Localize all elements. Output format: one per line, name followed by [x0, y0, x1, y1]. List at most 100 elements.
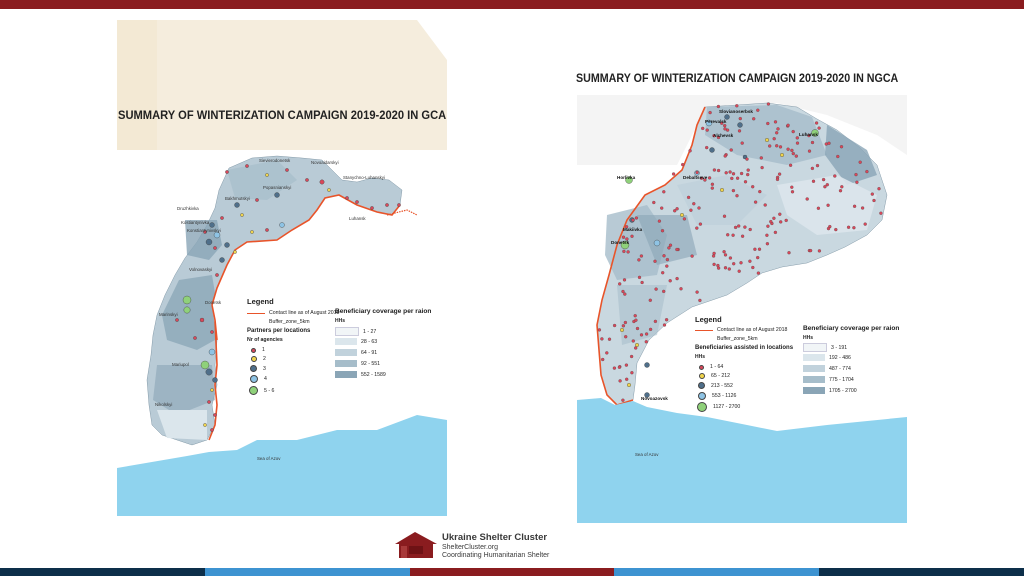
beneficiary-location-dot: [723, 266, 728, 270]
beneficiary-location-dot: [703, 178, 707, 182]
gca-map-canvas: [117, 20, 447, 516]
beneficiary-location-dot: [634, 216, 639, 220]
beneficiary-location-dot: [836, 154, 840, 159]
beneficiary-location-dot: [605, 351, 609, 355]
beneficiary-location-dot: [840, 185, 844, 189]
beneficiary-location-dot: [740, 141, 744, 145]
beneficiary-location-dot: [675, 276, 679, 281]
legend-buffer-zone: Buffer_zone_5km: [717, 336, 758, 342]
beneficiary-location-dot: [758, 189, 762, 194]
org-tagline: Coordinating Humanitarian Shelter: [442, 552, 550, 559]
beneficiary-location-dot: [668, 279, 672, 283]
place-label: Druzhkivka: [177, 206, 199, 211]
beneficiary-location-dot: [795, 136, 799, 140]
bottom-accent-bar: [0, 568, 1024, 576]
beneficiary-location-dot: [624, 225, 629, 229]
gca-map-panel: SUMMARY OF WINTERIZATION CAMPAIGN 2019-2…: [117, 20, 447, 516]
beneficiary-location-dot: [743, 225, 747, 229]
place-label: Alchevsk: [713, 133, 734, 138]
beneficiary-location-dot: [668, 243, 673, 247]
beneficiary-location-dot: [739, 261, 743, 265]
beneficiary-location-dot: [712, 251, 716, 256]
beneficiary-location-dot: [773, 230, 778, 235]
beneficiary-location-dot: [786, 147, 790, 151]
beneficiary-location-dot: [838, 189, 843, 193]
beneficiary-location-dot: [788, 163, 793, 167]
beneficiary-location-dot: [723, 127, 727, 131]
org-website: ShelterCluster.org: [442, 544, 499, 551]
beneficiary-location-dot: [763, 203, 767, 207]
beneficiary-location-dot: [698, 222, 703, 226]
beneficiary-location-dot: [607, 337, 612, 341]
legend-coverage-unit: HHs: [803, 335, 814, 341]
legend-beneficiary-class: 553 - 1126: [698, 392, 736, 400]
beneficiary-location-dot: [826, 226, 831, 231]
beneficiary-location-dot: [625, 377, 629, 381]
beneficiary-location-dot: [735, 176, 740, 180]
beneficiary-location-dot: [634, 318, 638, 322]
place-label: Konstiantynivskyi: [187, 228, 221, 233]
beneficiary-location-dot: [695, 170, 699, 175]
beneficiary-location-dot: [877, 187, 881, 191]
beneficiary-location-dot: [695, 290, 699, 294]
beneficiary-location-dot: [664, 318, 669, 322]
place-label: Perevalsk: [705, 119, 727, 124]
legend-coverage-class: 775 - 1704: [803, 376, 854, 383]
place-label: Luhansk: [799, 132, 818, 137]
place-label: Novoaidarskyi: [311, 160, 339, 165]
beneficiary-location-dot: [729, 148, 733, 152]
beneficiary-location-dot: [872, 198, 876, 203]
beneficiary-location-dot: [852, 226, 856, 230]
beneficiary-location-dot: [858, 160, 862, 164]
place-label: Slovianoserbsk: [719, 109, 753, 114]
beneficiary-location-dot: [726, 233, 730, 237]
beneficiary-location-dot: [712, 168, 717, 172]
beneficiary-location-dot: [682, 217, 687, 221]
beneficiary-location-dot: [667, 246, 671, 250]
beneficiary-location-dot: [807, 133, 811, 138]
beneficiary-location-dot: [731, 172, 736, 176]
beneficiary-location-dot: [657, 219, 662, 223]
beneficiary-location-dot: [623, 292, 627, 296]
beneficiary-location-dot: [644, 332, 649, 336]
beneficiary-location-dot: [728, 256, 733, 260]
legend-contact-line: Contact line as of August 2018: [695, 327, 787, 333]
beneficiary-location-dot: [833, 174, 837, 178]
top-accent-bar: [0, 0, 1024, 9]
beneficiary-location-dot: [621, 398, 625, 402]
beneficiary-location-dot: [640, 280, 644, 285]
beneficiary-location-dot: [737, 269, 741, 273]
place-label: Donetsk: [205, 300, 222, 305]
beneficiary-location-dot: [731, 188, 736, 193]
beneficiary-location-dot: [775, 131, 779, 135]
legend-agency-class: 1: [251, 347, 265, 353]
beneficiary-location-dot: [768, 144, 772, 148]
beneficiary-location-dot: [776, 127, 780, 131]
legend-buffer-zone: Buffer_zone_5km: [269, 319, 310, 325]
beneficiary-location-dot: [618, 379, 622, 383]
beneficiary-location-dot: [765, 242, 770, 246]
beneficiary-location-dot: [824, 142, 828, 146]
beneficiary-location-dot: [716, 168, 721, 173]
beneficiary-location-dot: [708, 110, 712, 115]
beneficiary-location-dot: [834, 227, 838, 232]
beneficiary-location-dot: [633, 314, 637, 318]
beneficiary-location-dot: [860, 206, 865, 210]
beneficiary-location-dot: [631, 339, 635, 343]
beneficiary-location-dot: [863, 222, 867, 226]
place-label: Nikolskyi: [155, 402, 173, 407]
beneficiary-location-dot: [772, 137, 776, 141]
legend-agency-class: 5 - 6: [249, 386, 274, 395]
legend-agency-class: 2: [251, 356, 266, 362]
legend-coverage-class: 192 - 486: [803, 354, 851, 361]
beneficiary-location-dot: [688, 149, 692, 153]
beneficiary-location-dot: [634, 346, 638, 350]
beneficiary-location-dot: [653, 319, 658, 324]
beneficiary-location-dot: [612, 323, 617, 328]
beneficiary-location-dot: [623, 320, 628, 325]
beneficiary-location-dot: [637, 258, 641, 262]
beneficiary-location-dot: [621, 324, 626, 328]
beneficiary-location-dot: [772, 216, 776, 220]
beneficiary-location-dot: [662, 323, 667, 327]
beneficiary-location-dot: [753, 200, 758, 204]
